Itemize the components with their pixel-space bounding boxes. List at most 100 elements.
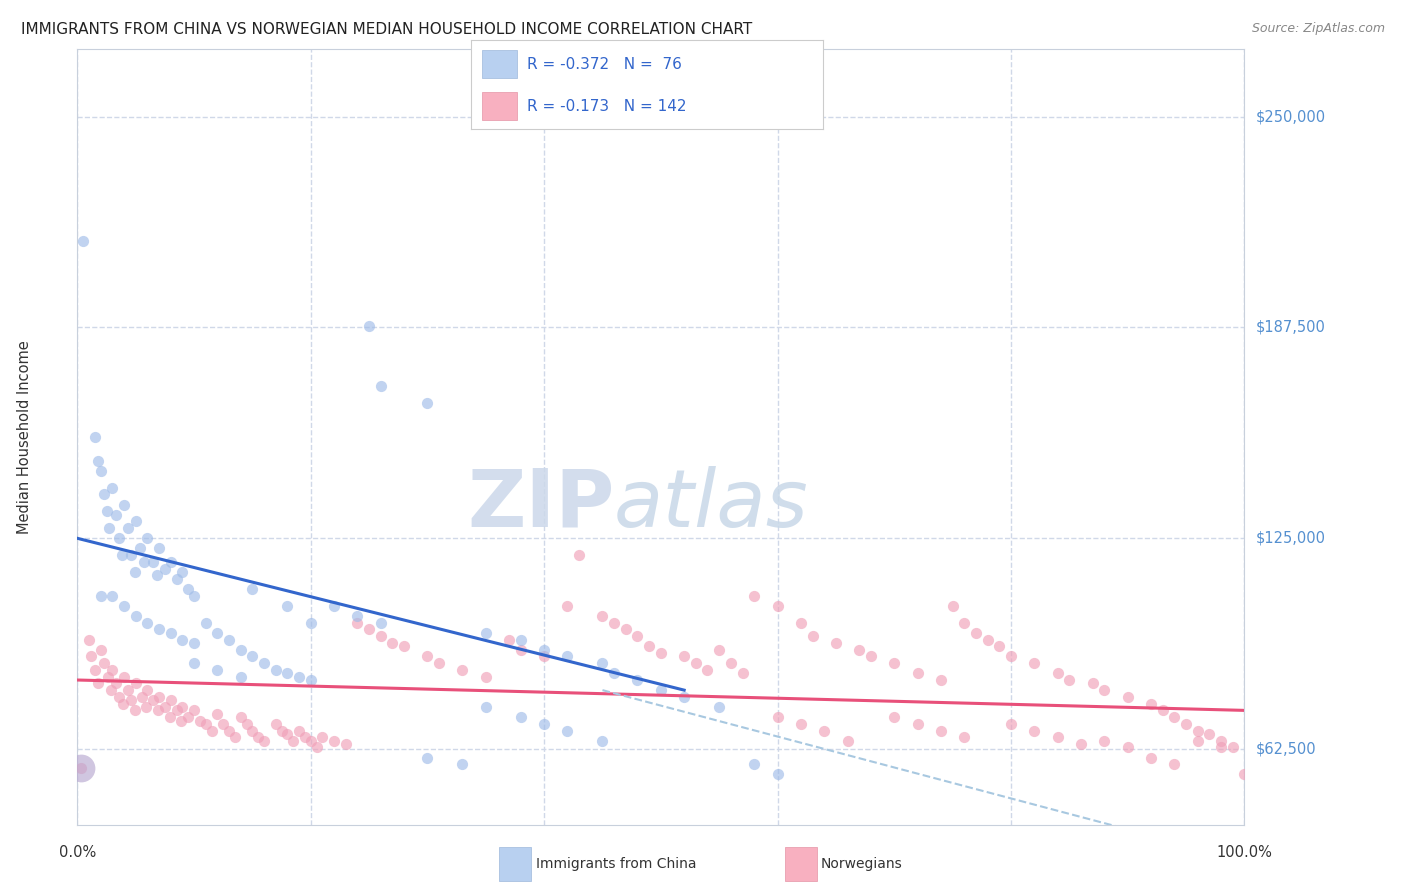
- Point: [1116, 740, 1139, 755]
- Point: [136, 683, 159, 698]
- Point: [194, 615, 217, 630]
- Point: [568, 548, 591, 562]
- Point: [427, 656, 450, 670]
- Point: [131, 690, 153, 704]
- Point: [120, 548, 142, 562]
- Point: [1046, 666, 1069, 681]
- Point: [294, 731, 316, 745]
- Point: [988, 640, 1011, 654]
- Point: [194, 717, 217, 731]
- Point: [335, 737, 357, 751]
- Point: [381, 636, 404, 650]
- Point: [299, 733, 322, 747]
- Point: [172, 700, 194, 714]
- Point: [1187, 733, 1209, 747]
- Point: [90, 589, 112, 603]
- Point: [1000, 717, 1022, 731]
- Point: [218, 632, 240, 647]
- Point: [93, 487, 115, 501]
- Text: R = -0.173   N = 142: R = -0.173 N = 142: [527, 99, 686, 113]
- Point: [142, 555, 165, 569]
- Point: [907, 717, 929, 731]
- Point: [117, 683, 139, 698]
- Point: [148, 541, 170, 556]
- Point: [614, 623, 637, 637]
- Point: [87, 453, 110, 467]
- Point: [673, 649, 696, 664]
- Point: [883, 710, 905, 724]
- Point: [101, 481, 124, 495]
- Point: [124, 515, 148, 529]
- Point: [416, 750, 439, 764]
- Point: [159, 625, 181, 640]
- Point: [247, 731, 270, 745]
- Point: [848, 642, 870, 657]
- Point: [696, 663, 718, 677]
- Point: [177, 582, 200, 596]
- Point: [288, 670, 311, 684]
- Point: [77, 632, 100, 647]
- Point: [159, 693, 181, 707]
- Point: [93, 656, 115, 670]
- Point: [283, 733, 305, 747]
- Point: [207, 706, 229, 721]
- Point: [1163, 710, 1185, 724]
- Point: [188, 714, 211, 728]
- Point: [1140, 697, 1163, 711]
- Point: [1092, 683, 1115, 698]
- Point: [592, 656, 614, 670]
- FancyBboxPatch shape: [482, 92, 517, 120]
- Point: [276, 727, 298, 741]
- Point: [72, 235, 94, 249]
- Point: [1140, 750, 1163, 764]
- Point: [311, 731, 333, 745]
- Point: [824, 636, 846, 650]
- Point: [790, 717, 813, 731]
- Point: [1175, 717, 1198, 731]
- Point: [346, 615, 368, 630]
- Point: [801, 629, 824, 643]
- Point: [475, 670, 498, 684]
- Point: [207, 625, 229, 640]
- Point: [90, 642, 112, 657]
- Point: [69, 761, 91, 775]
- Point: [111, 697, 134, 711]
- Text: atlas: atlas: [614, 466, 808, 543]
- Point: [1000, 649, 1022, 664]
- Point: [626, 629, 648, 643]
- Point: [166, 572, 188, 586]
- Point: [392, 640, 415, 654]
- Point: [224, 731, 246, 745]
- Point: [498, 632, 520, 647]
- Point: [264, 717, 287, 731]
- Point: [357, 623, 380, 637]
- Point: [183, 589, 205, 603]
- Point: [557, 723, 579, 738]
- Point: [183, 703, 205, 717]
- Point: [813, 723, 835, 738]
- Point: [218, 723, 240, 738]
- Point: [104, 676, 127, 690]
- Point: [370, 629, 392, 643]
- Point: [603, 666, 626, 681]
- Point: [650, 646, 672, 660]
- Point: [533, 649, 555, 664]
- Point: [212, 717, 235, 731]
- Point: [592, 608, 614, 623]
- Point: [80, 649, 103, 664]
- Text: $187,500: $187,500: [1256, 320, 1326, 334]
- Point: [183, 656, 205, 670]
- Text: Immigrants from China: Immigrants from China: [536, 857, 696, 871]
- Point: [124, 703, 146, 717]
- Point: [370, 379, 392, 393]
- Point: [475, 625, 498, 640]
- Point: [357, 318, 380, 333]
- Text: ZIP: ZIP: [467, 466, 614, 543]
- Point: [288, 723, 311, 738]
- Point: [69, 761, 91, 775]
- Point: [323, 599, 346, 613]
- Point: [148, 623, 170, 637]
- Point: [253, 656, 276, 670]
- Point: [509, 642, 531, 657]
- Point: [108, 531, 131, 545]
